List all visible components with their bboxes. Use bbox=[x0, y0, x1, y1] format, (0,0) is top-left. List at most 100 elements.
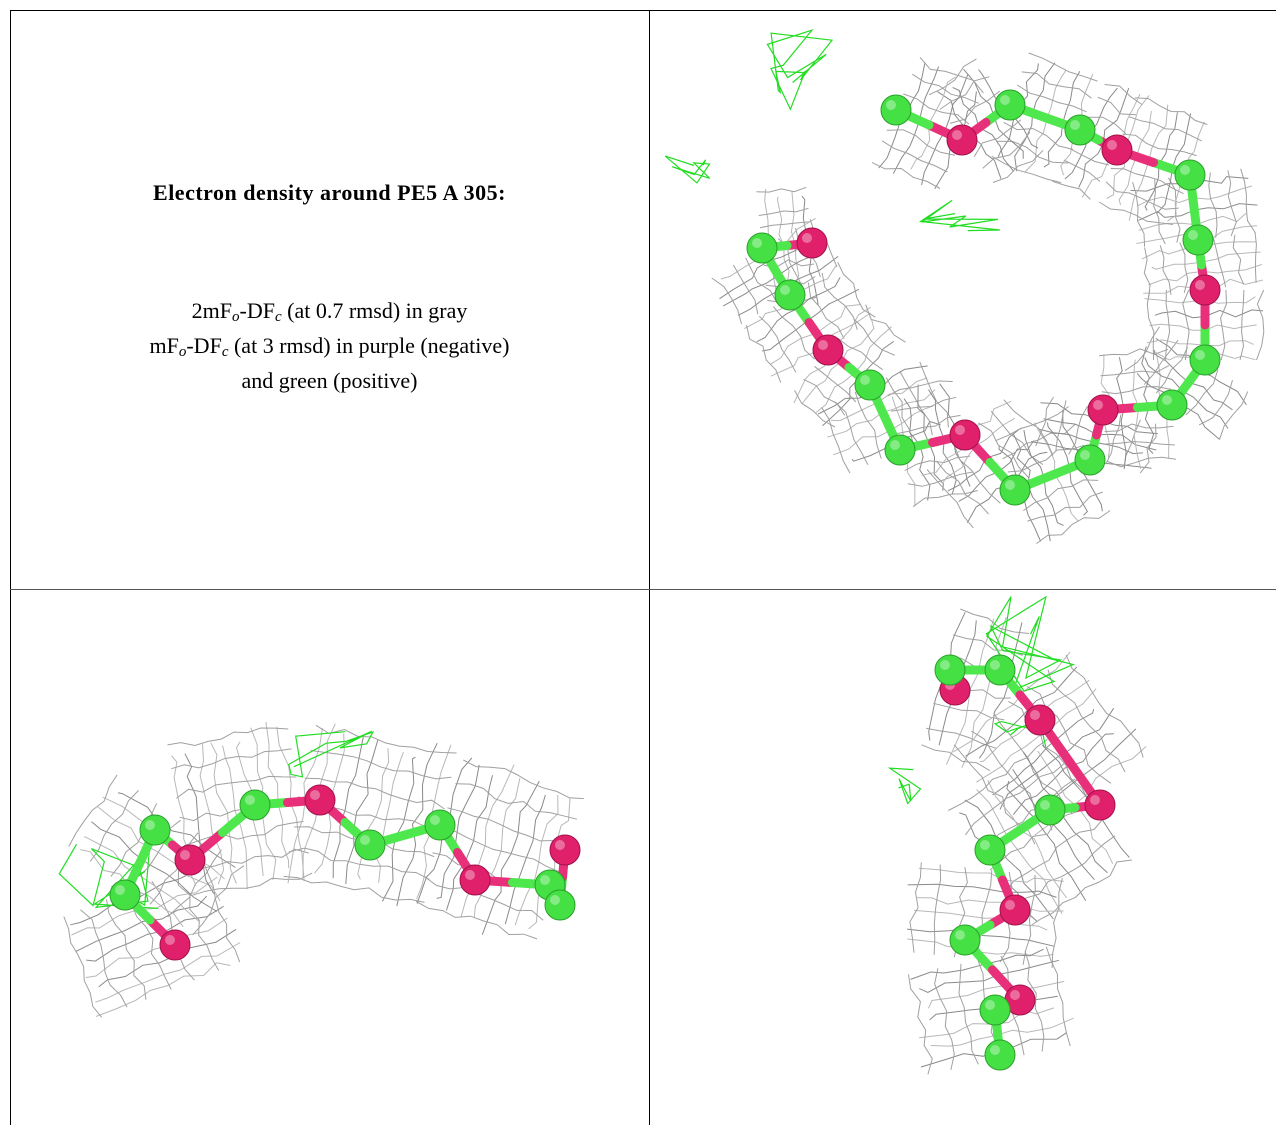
density-mesh bbox=[732, 264, 759, 315]
density-mesh bbox=[177, 870, 220, 971]
atom bbox=[1101, 134, 1133, 166]
density-mesh bbox=[1086, 116, 1127, 134]
density-mesh bbox=[171, 748, 292, 770]
atom bbox=[984, 1039, 1016, 1071]
density-mesh bbox=[978, 422, 1029, 478]
density-mesh bbox=[192, 865, 245, 936]
density-mesh bbox=[991, 155, 1062, 184]
atom bbox=[1174, 159, 1206, 191]
density-mesh bbox=[1012, 768, 1095, 881]
atom-highlight bbox=[955, 930, 965, 940]
density-mesh bbox=[1051, 877, 1063, 969]
density-mesh bbox=[1022, 874, 1036, 965]
density-mesh bbox=[463, 759, 584, 800]
density-mesh bbox=[939, 76, 990, 110]
atom bbox=[239, 789, 271, 821]
density-mesh bbox=[345, 738, 379, 885]
atom bbox=[549, 834, 581, 866]
density-mesh bbox=[1143, 339, 1179, 385]
density-mesh bbox=[934, 968, 955, 1070]
density-mesh bbox=[912, 73, 979, 104]
density-mesh bbox=[528, 797, 571, 930]
atom bbox=[1064, 114, 1096, 146]
density-mesh bbox=[1240, 168, 1256, 234]
density-mesh bbox=[357, 748, 390, 880]
atom-highlight bbox=[1070, 120, 1080, 130]
atom-highlight bbox=[940, 660, 950, 670]
atom-highlight bbox=[1195, 280, 1205, 290]
atom-highlight bbox=[1080, 450, 1090, 460]
density-mesh bbox=[176, 775, 297, 799]
density-mesh bbox=[773, 306, 816, 360]
legend-subscript: c bbox=[221, 344, 229, 360]
density-mesh bbox=[1256, 289, 1265, 361]
density-mesh bbox=[758, 315, 797, 373]
atom bbox=[880, 94, 912, 126]
atom-highlight bbox=[1093, 400, 1103, 410]
density-mesh bbox=[375, 752, 404, 883]
atom bbox=[139, 814, 171, 846]
atom bbox=[854, 369, 886, 401]
atom bbox=[459, 864, 491, 896]
density-mesh bbox=[1185, 369, 1219, 416]
density-mesh bbox=[1143, 247, 1151, 298]
difference-mesh bbox=[664, 155, 711, 184]
density-mesh bbox=[1055, 400, 1067, 452]
atom bbox=[946, 124, 978, 156]
density-mesh bbox=[945, 618, 995, 765]
density-mesh bbox=[976, 789, 1063, 915]
atom-highlight bbox=[952, 130, 962, 140]
density-mesh bbox=[1110, 168, 1184, 195]
density-mesh bbox=[1012, 733, 1114, 815]
density-mesh bbox=[202, 860, 241, 963]
density-mesh bbox=[1198, 380, 1233, 426]
density-mesh bbox=[908, 974, 933, 1075]
density-mesh bbox=[833, 401, 869, 466]
density-mesh bbox=[1208, 172, 1218, 238]
difference-mesh bbox=[288, 730, 375, 778]
atom-highlight bbox=[1195, 350, 1205, 360]
density-mesh bbox=[167, 727, 289, 747]
density-mesh bbox=[1017, 835, 1116, 911]
density-mesh bbox=[265, 721, 290, 869]
density-mesh bbox=[447, 807, 568, 848]
density-mesh bbox=[1167, 177, 1181, 243]
density-mesh bbox=[1128, 116, 1202, 142]
atom-highlight bbox=[985, 1000, 995, 1010]
density-mesh bbox=[1008, 700, 1090, 802]
density-mesh bbox=[837, 337, 884, 371]
density-mesh bbox=[1065, 654, 1144, 758]
density-mesh bbox=[887, 380, 953, 397]
density-mesh bbox=[821, 407, 851, 474]
density-mesh bbox=[1004, 818, 1104, 893]
atom-highlight bbox=[1107, 140, 1117, 150]
atom-highlight bbox=[1010, 990, 1020, 1000]
atom bbox=[796, 227, 828, 259]
density-mesh bbox=[1016, 84, 1087, 113]
atom bbox=[994, 89, 1026, 121]
density-mesh bbox=[1047, 669, 1126, 773]
density-mesh bbox=[926, 469, 974, 529]
density-mesh bbox=[445, 775, 493, 911]
density-mesh bbox=[952, 634, 1023, 656]
atom-highlight bbox=[980, 840, 990, 850]
difference-mesh bbox=[766, 29, 834, 111]
atom-highlight bbox=[310, 790, 320, 800]
density-mesh bbox=[1003, 121, 1074, 150]
atom bbox=[174, 844, 206, 876]
atom-highlight bbox=[1162, 395, 1172, 405]
atom bbox=[774, 279, 806, 311]
density-mesh bbox=[1239, 289, 1245, 361]
atom bbox=[746, 232, 778, 264]
density-mesh bbox=[1254, 231, 1257, 283]
atom bbox=[424, 809, 456, 841]
density-mesh bbox=[1179, 242, 1189, 294]
legend-text: (at 0.7 rmsd) in gray bbox=[281, 298, 468, 323]
density-mesh bbox=[315, 724, 457, 754]
density-mesh bbox=[948, 738, 1048, 811]
atom-highlight bbox=[550, 895, 560, 905]
legend-line: 2mFo-DFc (at 0.7 rmsd) in gray bbox=[10, 293, 649, 328]
density-mesh bbox=[1218, 391, 1249, 440]
